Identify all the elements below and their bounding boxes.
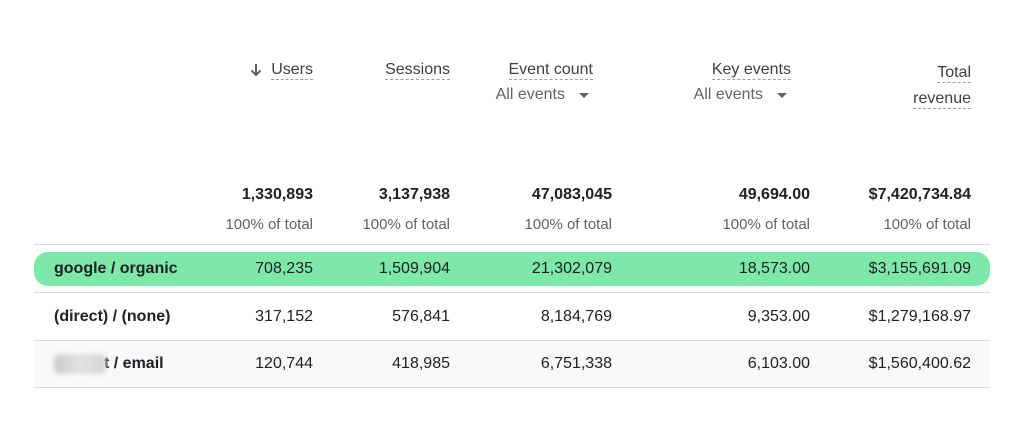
table-divider [34, 387, 990, 388]
total-revenue-header-line2: revenue [913, 90, 971, 109]
table-row[interactable]: google / organic 708,235 1,509,904 21,30… [34, 252, 990, 286]
row-source-label: t / email [104, 355, 164, 372]
row-total-revenue: $1,560,400.62 [868, 355, 971, 372]
table-divider [34, 340, 990, 341]
sessions-header-label: Sessions [385, 61, 450, 80]
event-count-header-label: Event count [508, 61, 593, 80]
column-header-event-count[interactable]: Event count All events [496, 60, 593, 104]
column-header-sessions[interactable]: Sessions [385, 60, 450, 80]
total-revenue-pct: 100% of total [883, 216, 971, 233]
total-key-events-pct: 100% of total [722, 216, 810, 233]
key-events-filter-value: All events [693, 86, 763, 103]
row-users: 120,744 [255, 355, 313, 372]
arrow-down-icon [251, 63, 262, 77]
row-total-revenue: $1,279,168.97 [868, 308, 971, 325]
event-count-filter-dropdown[interactable]: All events [496, 86, 593, 104]
row-source: (direct) / (none) [54, 308, 171, 325]
table-row[interactable]: t / email 120,744 418,985 6,751,338 6,10… [34, 341, 990, 387]
column-header-total-revenue[interactable]: Total revenue [913, 60, 971, 112]
total-users-pct: 100% of total [225, 216, 313, 233]
row-users: 317,152 [255, 308, 313, 325]
column-header-users[interactable]: Users [249, 60, 313, 80]
total-key-events: 49,694.00 [738, 186, 810, 203]
totals-row: 1,330,893 100% of total 3,137,938 100% o… [0, 186, 1024, 236]
caret-down-icon [579, 92, 589, 98]
key-events-filter-dropdown[interactable]: All events [694, 86, 791, 104]
row-key-events: 9,353.00 [747, 308, 810, 325]
total-event-count: 47,083,045 [531, 186, 612, 203]
total-sessions-pct: 100% of total [362, 216, 450, 233]
row-key-events: 6,103.00 [747, 355, 810, 372]
row-event-count: 8,184,769 [540, 308, 612, 325]
row-key-events: 18,573.00 [738, 260, 810, 277]
row-event-count: 6,751,338 [540, 355, 612, 372]
users-header-label: Users [271, 61, 313, 80]
column-header-key-events[interactable]: Key events All events [694, 60, 791, 104]
key-events-header-label: Key events [711, 61, 791, 80]
table-divider [34, 292, 990, 293]
total-event-count-pct: 100% of total [524, 216, 612, 233]
total-revenue-header-line1: Total [937, 64, 971, 83]
table-row[interactable]: (direct) / (none) 317,152 576,841 8,184,… [34, 294, 990, 340]
row-sessions: 1,509,904 [378, 260, 450, 277]
event-count-filter-value: All events [495, 86, 565, 103]
caret-down-icon [777, 92, 787, 98]
row-sessions: 576,841 [392, 308, 450, 325]
row-total-revenue: $3,155,691.09 [868, 260, 971, 277]
total-users: 1,330,893 [241, 186, 313, 203]
row-event-count: 21,302,079 [531, 260, 612, 277]
row-source: google / organic [54, 260, 178, 277]
row-source: t / email [54, 341, 164, 387]
total-sessions: 3,137,938 [378, 186, 450, 203]
redacted-text [54, 354, 106, 374]
row-sessions: 418,985 [392, 355, 450, 372]
total-revenue: $7,420,734.84 [868, 186, 971, 203]
row-users: 708,235 [255, 260, 313, 277]
table-divider [34, 244, 990, 245]
